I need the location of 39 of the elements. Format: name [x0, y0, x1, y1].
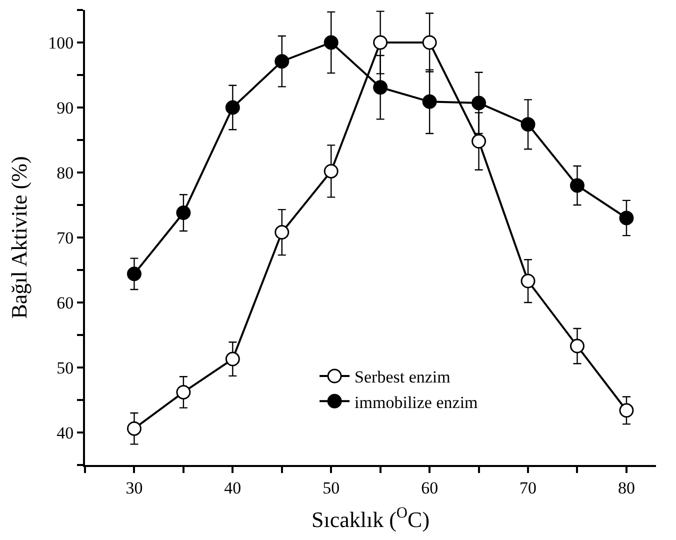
x-tick-label: 70 [520, 478, 537, 498]
x-tick-label: 30 [126, 478, 143, 498]
point [373, 80, 388, 95]
x-tick-label: 60 [421, 478, 438, 498]
point [422, 94, 437, 109]
point [472, 134, 486, 149]
point [570, 178, 584, 193]
x-tick-label: 50 [322, 478, 340, 498]
point [570, 338, 584, 354]
point [619, 403, 634, 418]
point [225, 100, 240, 115]
y-tick-label: 70 [56, 228, 74, 248]
x-tick-label: 80 [618, 478, 635, 498]
point [373, 35, 388, 50]
x-tick-label: 40 [224, 478, 242, 498]
y-tick-label: 50 [56, 358, 74, 378]
legend-label: Serbest enzim [354, 368, 450, 387]
point [126, 421, 142, 436]
point [324, 164, 338, 178]
y-tick-label: 100 [48, 33, 74, 52]
point [472, 96, 486, 110]
point [619, 210, 634, 226]
point [520, 274, 536, 288]
point [274, 225, 290, 240]
y-tick-label: 40 [56, 423, 74, 442]
legend-label: immobilize enzim [354, 392, 478, 412]
point [176, 384, 191, 400]
point [520, 117, 536, 132]
point [274, 54, 290, 69]
point [225, 352, 240, 366]
y-axis-title: Bağıl Aktivite (%) [6, 156, 32, 319]
y-tick-label: 80 [56, 163, 74, 182]
x-axis-title: Sıcaklık ($^{O}$C) [311, 504, 430, 532]
point [176, 206, 191, 220]
point [324, 35, 338, 50]
point [422, 35, 437, 50]
y-tick-label: 60 [56, 293, 74, 312]
y-tick-label: 90 [56, 98, 74, 118]
point [126, 266, 142, 282]
